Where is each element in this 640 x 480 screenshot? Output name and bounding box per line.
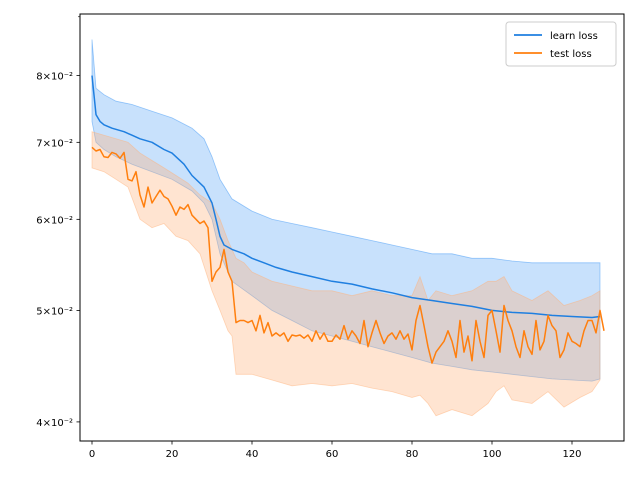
confidence-bands	[91, 39, 601, 417]
series-lines	[91, 75, 605, 364]
x-tick-label: 120	[562, 449, 581, 460]
x-tick-label: 40	[246, 449, 259, 460]
legend: learn loss test loss	[505, 21, 617, 67]
x-tick-label: 0	[89, 449, 95, 460]
legend-box	[505, 21, 617, 67]
y-tick-label: 4×10⁻²	[36, 418, 73, 429]
series-line-learn-loss	[91, 75, 601, 319]
series-line-test-loss	[91, 146, 605, 364]
x-tick-label: 20	[166, 449, 179, 460]
legend-label: learn loss	[550, 31, 598, 42]
x-tick-label: 80	[406, 449, 419, 460]
x-tick-label: 100	[482, 449, 501, 460]
x-tick-label: 60	[326, 449, 339, 460]
y-tick-label: 5×10⁻²	[36, 306, 73, 317]
plot-frame	[79, 13, 625, 442]
y-tick-label: 7×10⁻²	[36, 138, 73, 149]
y-tick-label: 8×10⁻²	[36, 72, 73, 83]
axes: 0 20 40 60 80 100 120 4×10⁻² 5×10⁻² 6×10⁻² 7×10⁻² 8…	[36, 13, 625, 460]
y-tick-label: 6×10⁻²	[36, 215, 73, 226]
legend-label: test loss	[550, 49, 592, 60]
